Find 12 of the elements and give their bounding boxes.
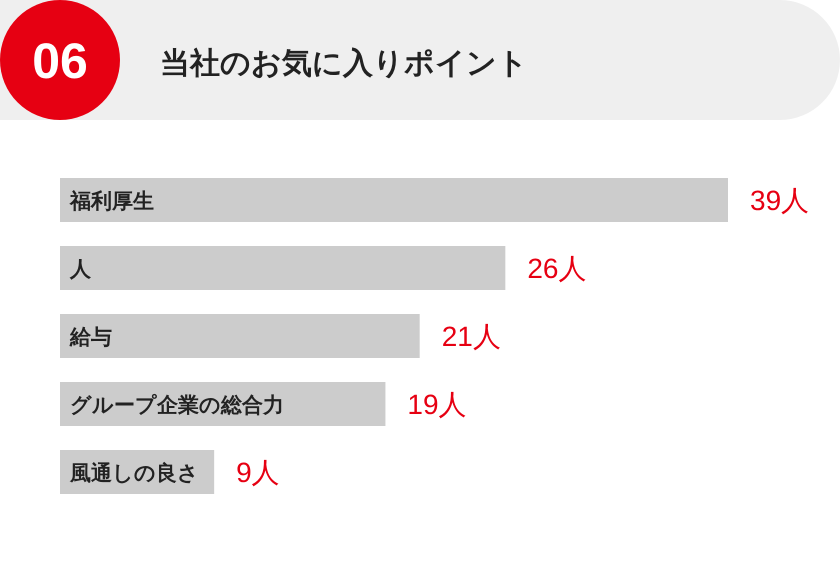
y-tick-label: 風通しの良さ: [69, 461, 199, 485]
data-label: 9人: [236, 457, 280, 488]
data-label: 26人: [527, 253, 586, 284]
y-tick-label: 福利厚生: [69, 189, 154, 213]
chart-title: 当社のお気に入りポイント: [160, 47, 528, 80]
y-tick-label: 人: [69, 258, 92, 281]
data-label: 19人: [407, 389, 467, 420]
y-tick-label: 給与: [69, 326, 112, 349]
data-label: 21人: [442, 321, 501, 352]
y-tick-label: グループ企業の総合力: [70, 393, 284, 417]
data-label: 39人: [750, 185, 810, 216]
text: 06: [32, 33, 88, 89]
